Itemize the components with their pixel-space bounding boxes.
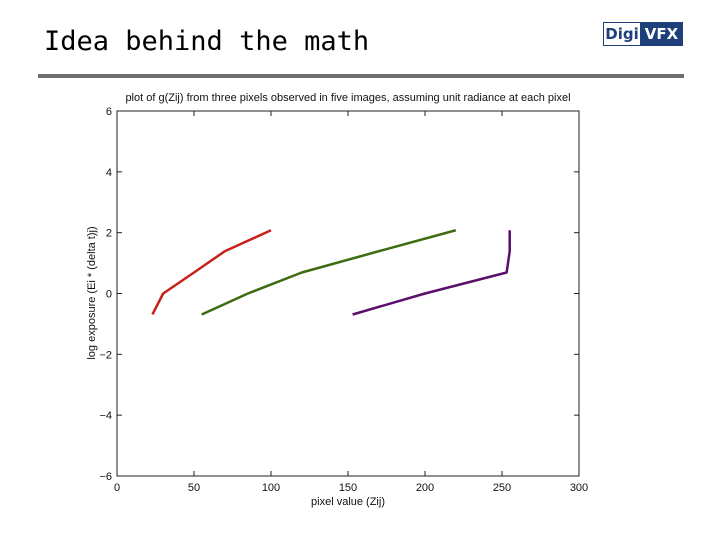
series-line-3 (352, 230, 511, 316)
y-tick-label: −6 (99, 471, 112, 483)
title-underline (38, 74, 684, 78)
x-tick-label: 300 (570, 482, 588, 494)
chart-title: plot of g(Zij) from three pixels observe… (125, 92, 570, 104)
slide-title: Idea behind the math (44, 26, 370, 57)
x-tick-label: 50 (188, 482, 200, 494)
x-axis-label: pixel value (Zij) (311, 496, 385, 508)
plot-frame (116, 110, 580, 477)
y-axis-label: log exposure (Ei * (delta t)j) (86, 226, 98, 359)
series-line-2 (201, 229, 457, 316)
logo-part-vfx: VFX (641, 23, 682, 45)
y-tick-label: −4 (99, 410, 112, 422)
series-line-1 (151, 229, 272, 316)
chart-series (151, 229, 511, 316)
y-tick-label: 6 (106, 106, 112, 118)
y-tick-label: 2 (106, 228, 112, 240)
y-tick-label: −2 (99, 349, 112, 361)
y-tick-label: 4 (106, 167, 112, 179)
x-tick-label: 100 (262, 482, 280, 494)
digivfx-logo: Digi VFX (603, 22, 683, 46)
x-tick-label: 250 (493, 482, 511, 494)
y-tick-label: 0 (106, 289, 112, 301)
axis-ticks: 0 50 100 150 200 250 300 −6 −4 −2 0 2 4 6 (99, 106, 588, 494)
x-tick-label: 0 (114, 482, 120, 494)
logo-part-digi: Digi (604, 23, 641, 45)
x-tick-label: 150 (339, 482, 357, 494)
x-tick-label: 200 (416, 482, 434, 494)
